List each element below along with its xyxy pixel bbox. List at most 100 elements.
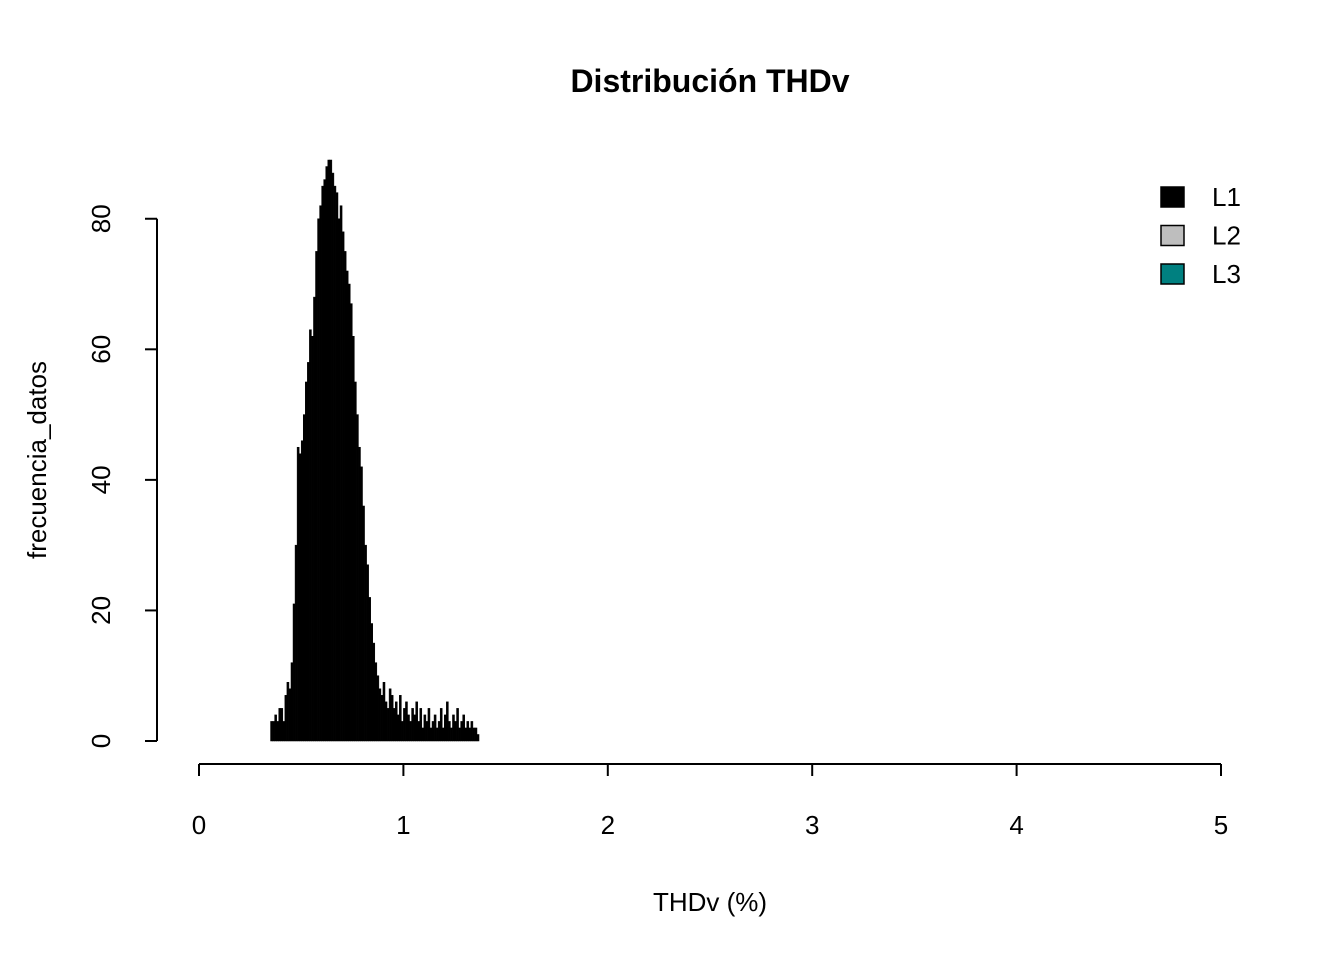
bar — [390, 695, 394, 742]
bar — [290, 662, 294, 742]
bar — [311, 336, 314, 742]
bar — [376, 675, 380, 742]
bar — [468, 727, 472, 742]
bar — [439, 708, 443, 742]
bar — [321, 185, 324, 742]
bar — [368, 597, 371, 742]
bar — [276, 721, 279, 742]
y-tick-label: 60 — [86, 335, 116, 364]
bar — [352, 336, 355, 742]
bar — [399, 695, 402, 742]
y-axis-label: frecuencia_datos — [22, 361, 52, 559]
bar — [309, 329, 312, 742]
bar — [397, 714, 400, 742]
bar — [374, 662, 378, 742]
bar — [366, 564, 369, 742]
bar — [274, 714, 277, 742]
bar — [427, 708, 431, 742]
bar — [327, 159, 331, 742]
bar — [433, 714, 437, 742]
bar — [288, 688, 292, 742]
legend-swatch — [1160, 224, 1185, 247]
bar — [407, 714, 410, 742]
bar — [305, 381, 308, 742]
bar — [270, 721, 273, 742]
bar — [454, 721, 457, 742]
bar — [462, 714, 465, 742]
bar — [292, 603, 296, 742]
x-tick-label: 1 — [396, 810, 410, 840]
bar — [317, 218, 320, 742]
bar — [356, 414, 359, 742]
y-tick-label: 20 — [86, 596, 116, 625]
bar — [388, 688, 392, 742]
bar — [417, 721, 421, 742]
bar — [343, 251, 347, 742]
bar — [333, 185, 337, 742]
bar — [345, 270, 349, 742]
bar — [380, 695, 384, 742]
bar — [282, 721, 286, 742]
bar — [392, 708, 396, 742]
bar — [458, 727, 461, 742]
bar — [370, 623, 373, 742]
x-tick-label: 2 — [601, 810, 615, 840]
bar — [419, 708, 423, 742]
bar — [452, 714, 455, 742]
bar — [384, 701, 388, 742]
chart-title: Distribución THDv — [570, 63, 849, 99]
bar — [331, 172, 335, 742]
x-axis-label: THDv (%) — [653, 887, 767, 917]
bar — [278, 708, 282, 742]
legend-label: L3 — [1212, 259, 1241, 289]
bar — [329, 159, 333, 742]
bar — [386, 708, 390, 742]
bar — [444, 714, 447, 742]
legend-swatch — [1160, 186, 1185, 208]
bar — [272, 721, 275, 742]
bar — [456, 708, 459, 742]
bar — [423, 714, 427, 742]
bar — [372, 642, 376, 742]
bar — [448, 721, 451, 742]
bar — [302, 414, 306, 742]
y-tick-label: 40 — [86, 465, 116, 494]
bar — [300, 440, 304, 742]
legend-label: L2 — [1212, 221, 1241, 251]
bar — [319, 205, 322, 742]
bar — [337, 218, 341, 742]
bar — [472, 727, 476, 742]
bar — [354, 381, 357, 742]
bar — [394, 701, 398, 742]
bar — [339, 205, 343, 742]
y-tick-label: 80 — [86, 204, 116, 233]
bar — [425, 721, 429, 742]
x-tick-label: 0 — [192, 810, 206, 840]
bar — [362, 505, 365, 742]
bar — [296, 446, 300, 742]
bar — [464, 727, 468, 742]
bar — [364, 544, 367, 742]
bar — [350, 303, 353, 742]
bar — [294, 544, 298, 742]
legend-swatch — [1160, 263, 1185, 285]
bar — [405, 701, 408, 742]
bar — [313, 296, 316, 742]
bar — [347, 283, 351, 742]
bar — [378, 688, 382, 742]
bar — [460, 721, 463, 742]
bar — [429, 727, 433, 742]
bar — [315, 251, 318, 742]
bar — [298, 453, 302, 742]
bar — [435, 727, 439, 742]
bar — [415, 701, 418, 742]
x-tick-label: 3 — [805, 810, 819, 840]
bar — [450, 727, 453, 742]
bar — [446, 701, 449, 742]
bar — [437, 721, 441, 742]
bar — [476, 734, 480, 742]
bar — [466, 721, 470, 742]
bar — [431, 721, 435, 742]
bar — [421, 727, 425, 742]
